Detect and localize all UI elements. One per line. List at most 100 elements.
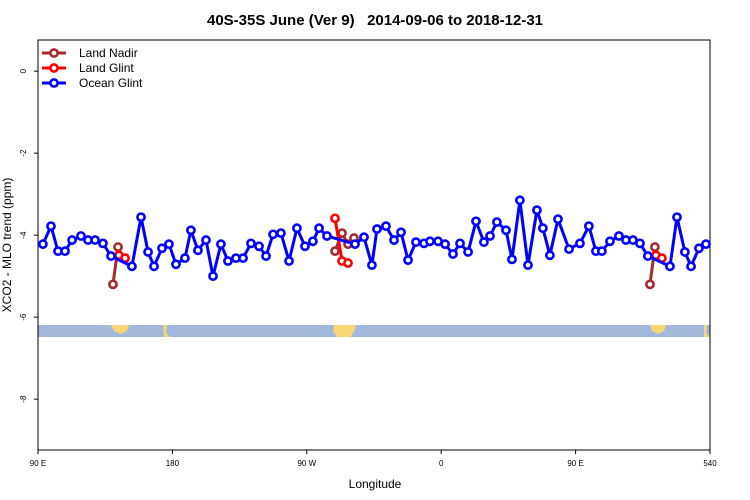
land-blob [163,325,170,337]
data-point [403,255,413,266]
data-point [507,254,517,265]
data-point [308,236,318,247]
data-point [396,227,406,238]
data-point [596,246,607,257]
data-point [448,249,458,259]
data-point [186,225,196,236]
ocean-band [38,325,710,337]
data-point [367,260,377,270]
data-point [38,239,48,250]
data-point [300,241,310,252]
data-point [208,271,218,282]
data-point [350,239,360,250]
data-point [276,228,286,239]
data-point [686,261,696,272]
land-blob [704,325,710,337]
data-point [343,258,353,268]
data-point [157,243,167,254]
y-tick-label: -6 [19,313,28,321]
land-strip [38,325,710,337]
data-point [455,238,465,249]
data-point [545,250,555,261]
x-tick-label: 0 [439,459,444,468]
data-point [381,221,391,232]
land-blob [333,325,356,337]
data-point [514,195,525,206]
data-point [284,256,294,266]
data-point [635,238,645,249]
data-point [649,242,660,252]
legend-marker [49,63,59,73]
x-tick-label: 180 [166,459,180,468]
data-point [246,238,256,249]
y-tick-label: 0 [19,68,28,73]
data-point [108,279,118,290]
land-blob [650,325,666,334]
data-point [238,253,248,264]
data-point [98,238,108,249]
data-point [330,246,340,257]
x-tick-label: 90 E [567,459,583,468]
data-point [411,237,421,248]
data-point [171,259,181,270]
data-point [463,247,473,257]
data-point [425,236,435,247]
legend-label: Land Nadir [79,46,138,60]
data-point [46,221,56,232]
data-point [90,235,100,245]
data-point [575,238,585,249]
y-axis-label: XCO2 - MLO trend (ppm) [0,178,14,313]
data-point [136,212,146,223]
data-point [492,217,502,227]
data-point [314,223,324,234]
data-point [337,228,347,239]
data-point [537,223,548,234]
y-tick-label: -4 [19,231,28,239]
data-point [532,205,542,216]
data-point [143,247,153,257]
data-point [261,251,271,261]
y-tick-label: -8 [19,395,28,403]
data-point [127,261,137,272]
data-point [359,232,369,243]
data-point [223,256,233,266]
data-point [193,245,203,256]
legend-label: Land Glint [79,61,134,75]
chart-title: 40S-35S June (Ver 9) 2014-09-06 to 2018-… [207,12,543,29]
data-point [564,244,574,254]
data-point [642,251,653,261]
data-point [672,212,682,223]
land-blob [111,325,129,334]
data-point [553,214,563,225]
data-point [254,241,264,252]
data-point [440,239,450,250]
data-point [501,225,511,236]
legend-marker [49,78,59,88]
data-point [67,235,77,245]
data-point [583,221,594,232]
data-point [164,239,174,250]
data-point [471,216,481,227]
data-point [694,243,704,254]
data-point [485,231,495,241]
x-tick-label: 90 E [30,459,46,468]
data-point [149,261,159,272]
data-point [330,213,340,224]
data-point [268,229,278,240]
legend-marker [49,48,59,58]
data-point [201,235,211,245]
data-point [479,237,489,248]
data-point [216,239,226,250]
x-axis-label: Longitude [349,477,402,491]
data-point [614,231,624,241]
data-point [292,223,302,234]
data-point [106,251,116,261]
x-tick-label: 90 W [297,459,316,468]
data-point [76,231,86,241]
data-point [389,235,399,245]
data-point [523,260,533,270]
data-point [322,231,332,241]
legend-label: Ocean Glint [79,76,143,90]
data-point [680,247,690,257]
